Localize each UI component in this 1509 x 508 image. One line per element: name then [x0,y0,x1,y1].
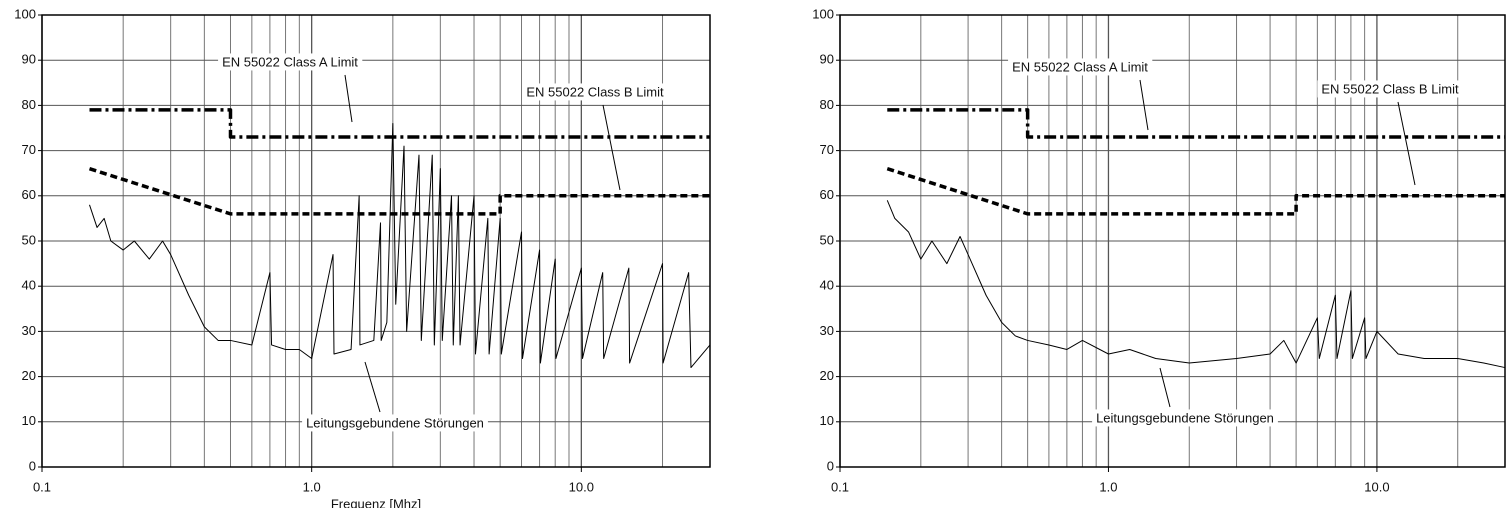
y-tick-label: 100 [14,6,36,21]
y-tick-label: 20 [820,368,834,383]
series-label: Leitungsgebundene Störungen [1096,410,1274,425]
series-label: Leitungsgebundene Störungen [306,415,484,430]
y-tick-label: 60 [820,187,834,202]
x-tick-label: 1.0 [303,479,321,494]
x-tick-label: 1.0 [1099,479,1117,494]
series-line [89,108,710,139]
series-line [886,167,1505,216]
annotation-background [218,53,363,71]
series-line [89,122,711,369]
series-label: EN 55022 Class B Limit [1321,81,1459,96]
x-tick-label: 0.1 [831,479,849,494]
y-tick-label: 0 [29,458,36,473]
y-tick-label: 80 [820,97,834,112]
annotation-leader [602,104,621,191]
y-tick-label: 80 [22,97,36,112]
y-tick-label: 50 [22,232,36,247]
series-line [887,108,1505,139]
series-line [886,200,1506,369]
plot-frame [839,14,1506,468]
x-tick-label: 10.0 [569,479,594,494]
series-label: EN 55022 Class A Limit [222,54,358,69]
y-tick-label: 10 [22,413,36,428]
x-tick-label: 10.0 [1364,479,1389,494]
annotation-leader [344,74,353,123]
annotation-background [1008,58,1153,76]
annotation-leader [1397,101,1416,186]
annotation-leader [1159,367,1171,408]
annotation-background [1317,80,1464,98]
annotation-background [1092,409,1278,427]
y-tick-label: 50 [820,232,834,247]
series-label: EN 55022 Class B Limit [526,84,664,99]
y-tick-label: 40 [22,278,36,293]
annotation-background [302,414,488,432]
y-tick-label: 60 [22,187,36,202]
annotation-leader [1139,79,1149,131]
x-tick-label: 0.1 [33,479,51,494]
y-tick-label: 10 [820,413,834,428]
y-tick-label: 90 [820,52,834,67]
y-tick-label: 40 [820,278,834,293]
y-tick-label: 70 [22,142,36,157]
annotation-leader [364,361,381,413]
plot-frame [41,14,711,468]
annotation-background [522,83,669,101]
y-tick-label: 70 [820,142,834,157]
y-tick-label: 30 [820,323,834,338]
y-tick-label: 30 [22,323,36,338]
x-axis-label: Frequenz [Mhz] [331,496,421,508]
y-tick-label: 20 [22,368,36,383]
series-label: EN 55022 Class A Limit [1012,59,1148,74]
y-tick-label: 90 [22,52,36,67]
y-tick-label: 100 [812,6,834,21]
y-tick-label: 0 [827,458,834,473]
